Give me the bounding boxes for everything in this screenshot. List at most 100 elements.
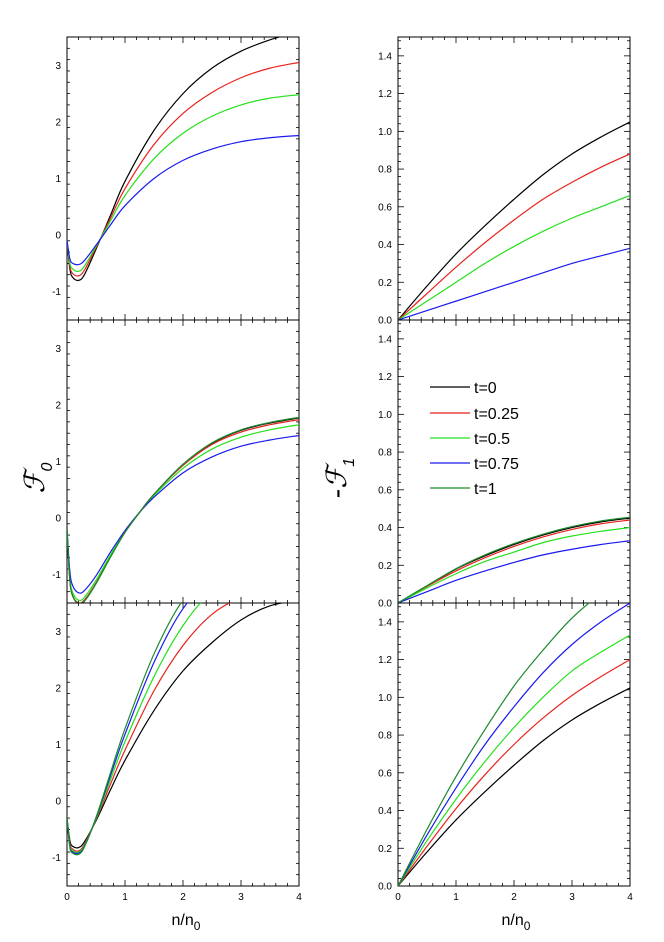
- ytick-label: 0.6: [378, 202, 392, 213]
- left-xlabel-main: n/n: [172, 912, 194, 929]
- series-line-t075: [67, 434, 299, 594]
- series-line-t0: [67, 603, 285, 849]
- panel-left-top: -1 0 1 2 3: [52, 36, 300, 321]
- ytick-label: 1.2: [378, 372, 392, 383]
- legend-label-t025: t=0.25: [474, 406, 519, 423]
- series-line-t0: [67, 417, 299, 603]
- ytick-label: 0.2: [378, 844, 392, 855]
- series-line-t075: [67, 603, 189, 855]
- series-line-t025: [398, 153, 630, 320]
- series-line-t05: [398, 194, 630, 320]
- xtick-label: 2: [511, 892, 517, 903]
- ytick-label: 1.2: [378, 655, 392, 666]
- ytick-label: 2: [55, 400, 61, 411]
- right-ylabel-prefix: -: [320, 489, 353, 498]
- legend: t=0 t=0.25 t=0.5 t=0.75 t=1: [430, 380, 519, 498]
- ytick-label: 0: [55, 797, 61, 808]
- ytick-label: 0.2: [378, 561, 392, 572]
- series-group: [67, 603, 285, 856]
- panel-frame: [66, 319, 300, 604]
- xtick-label: 1: [122, 892, 128, 903]
- series-line-t1: [67, 603, 182, 856]
- right-xlabel: n/n0: [502, 912, 531, 933]
- right-xlabel-main: n/n: [502, 912, 524, 929]
- series-line-t025: [67, 603, 231, 852]
- ytick-label: 0.6: [378, 768, 392, 779]
- series-line-t075: [398, 603, 630, 886]
- ytick-label: 1.0: [378, 693, 392, 704]
- series-line-t025: [398, 659, 630, 886]
- ytick-label: 1: [55, 457, 61, 468]
- series-line-t0: [398, 687, 630, 886]
- ytick-label: 0.4: [378, 240, 392, 251]
- series-line-t1: [67, 416, 299, 603]
- panel-frame: [66, 36, 300, 321]
- svg-text:n/n0: n/n0: [502, 912, 531, 933]
- ytick-label: 0.4: [378, 806, 392, 817]
- ytick-label: 1.0: [378, 127, 392, 138]
- series-line-t05: [398, 526, 630, 603]
- svg-text:ℱ0: ℱ0: [18, 462, 56, 493]
- legend-label-t1: t=1: [474, 481, 497, 498]
- series-line-t025: [67, 419, 299, 603]
- left-xlabel-subscript: 0: [194, 919, 201, 933]
- series-group: [398, 121, 630, 320]
- xtick-label: 3: [569, 892, 575, 903]
- ytick-label: 1.4: [378, 51, 392, 62]
- ytick-label: 1.0: [378, 410, 392, 421]
- legend-label-t05: t=0.5: [474, 431, 510, 448]
- ytick-label: 0.8: [378, 448, 392, 459]
- panel-right-top: 0.0 0.2 0.4 0.6 0.8 1.0 1.2 1.4: [378, 36, 631, 327]
- series-line-t025: [398, 519, 630, 603]
- series-line-t075: [398, 540, 630, 603]
- legend-label-t0: t=0: [474, 380, 497, 397]
- series-group: [398, 603, 630, 886]
- series-group: [67, 37, 299, 282]
- xtick-label: 1: [453, 892, 459, 903]
- series-line-t0: [67, 37, 282, 282]
- ytick-label: -1: [52, 287, 61, 298]
- panel-right-middle: 0.0 0.2 0.4 0.6 0.8 1.0 1.2 1.4: [378, 319, 631, 610]
- ytick-label: 0.4: [378, 523, 392, 534]
- ytick-label: 0.2: [378, 278, 392, 289]
- ytick-label: 2: [55, 683, 61, 694]
- panel-right-bottom: 0.0 0.2 0.4 0.6 0.8 1.0 1.2 1.4 0 1 2 3 4: [378, 602, 633, 903]
- xtick-label: 0: [64, 892, 70, 903]
- svg-text:n/n0: n/n0: [172, 912, 201, 933]
- series-line-t05: [398, 634, 630, 886]
- ytick-label: 3: [55, 61, 61, 72]
- ytick-label: 0.0: [378, 316, 392, 327]
- xtick-label: 0: [395, 892, 401, 903]
- series-group: [398, 516, 630, 603]
- ytick-label: 0.0: [378, 599, 392, 610]
- series-line-t0: [398, 517, 630, 603]
- left-xlabel: n/n0: [172, 912, 201, 933]
- ytick-label: 0.8: [378, 165, 392, 176]
- xtick-label: 3: [238, 892, 244, 903]
- ytick-label: -1: [52, 570, 61, 581]
- ytick-label: 3: [55, 627, 61, 638]
- ytick-label: 2: [55, 117, 61, 128]
- ytick-label: 0: [55, 231, 61, 242]
- legend-label-t075: t=0.75: [474, 456, 519, 473]
- series-line-t05: [67, 94, 299, 273]
- xtick-label: 4: [296, 892, 302, 903]
- xtick-label: 4: [627, 892, 633, 903]
- ytick-label: -1: [52, 853, 61, 864]
- ytick-label: 1: [55, 174, 61, 185]
- series-line-t1: [398, 516, 630, 603]
- ytick-label: 3: [55, 344, 61, 355]
- ytick-label: 0.6: [378, 485, 392, 496]
- series-line-t075: [398, 247, 630, 320]
- ytick-label: 1.4: [378, 617, 392, 628]
- panel-left-middle: -1 0 1 2 3: [52, 319, 300, 604]
- left-ylabel: ℱ0: [18, 462, 56, 493]
- xtick-label: 2: [180, 892, 186, 903]
- panel-frame: [397, 36, 631, 321]
- ytick-label: 0.8: [378, 731, 392, 742]
- series-line-t1: [398, 603, 590, 886]
- panel-left-bottom: -1 0 1 2 3 0 1 2 3 4: [52, 602, 302, 903]
- ytick-label: 0.0: [378, 882, 392, 893]
- series-line-t025: [67, 61, 299, 277]
